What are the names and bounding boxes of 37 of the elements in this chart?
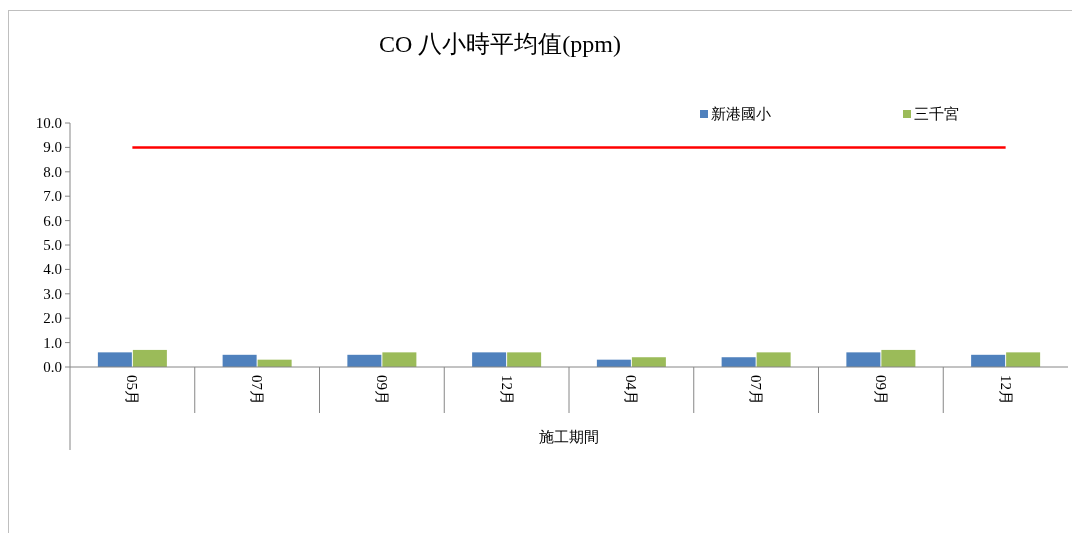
bar — [846, 352, 881, 367]
bar — [222, 354, 257, 367]
legend-label: 三千宮 — [914, 106, 959, 122]
x-tick-label: 12月 — [498, 375, 515, 405]
bar — [382, 352, 417, 367]
bar — [881, 349, 916, 367]
bar — [507, 352, 542, 367]
y-tick-label: 1.0 — [43, 334, 62, 351]
y-tick-label: 2.0 — [43, 310, 62, 327]
x-tick-label: 09月 — [872, 375, 889, 405]
y-tick-label: 9.0 — [43, 139, 62, 156]
bar — [721, 357, 756, 367]
x-tick-label: 07月 — [748, 375, 765, 405]
legend-label: 新港國小 — [711, 106, 771, 122]
x-tick-label: 04月 — [623, 375, 640, 405]
x-tick-label: 05月 — [124, 375, 141, 405]
chart-title: CO 八小時平均值(ppm) — [379, 31, 621, 57]
bar — [97, 352, 132, 367]
y-tick-label: 0.0 — [43, 359, 62, 375]
bar — [1006, 352, 1041, 367]
x-tick-label: 07月 — [249, 375, 266, 405]
bar — [756, 352, 791, 367]
bar — [472, 352, 507, 367]
x-tick-label: 12月 — [997, 375, 1014, 405]
y-tick-label: 6.0 — [43, 212, 62, 229]
x-axis-title: 施工期間 — [539, 429, 599, 445]
y-tick-label: 7.0 — [43, 188, 62, 205]
y-tick-label: 8.0 — [43, 163, 62, 180]
bar — [132, 349, 167, 367]
y-tick-label: 10.0 — [35, 115, 62, 131]
x-tick-label: 09月 — [373, 375, 390, 405]
y-tick-label: 4.0 — [43, 261, 62, 278]
y-tick-label: 3.0 — [43, 285, 62, 302]
bar — [971, 354, 1006, 367]
bar — [347, 354, 382, 367]
bar — [631, 357, 666, 367]
y-tick-label: 5.0 — [43, 237, 62, 253]
